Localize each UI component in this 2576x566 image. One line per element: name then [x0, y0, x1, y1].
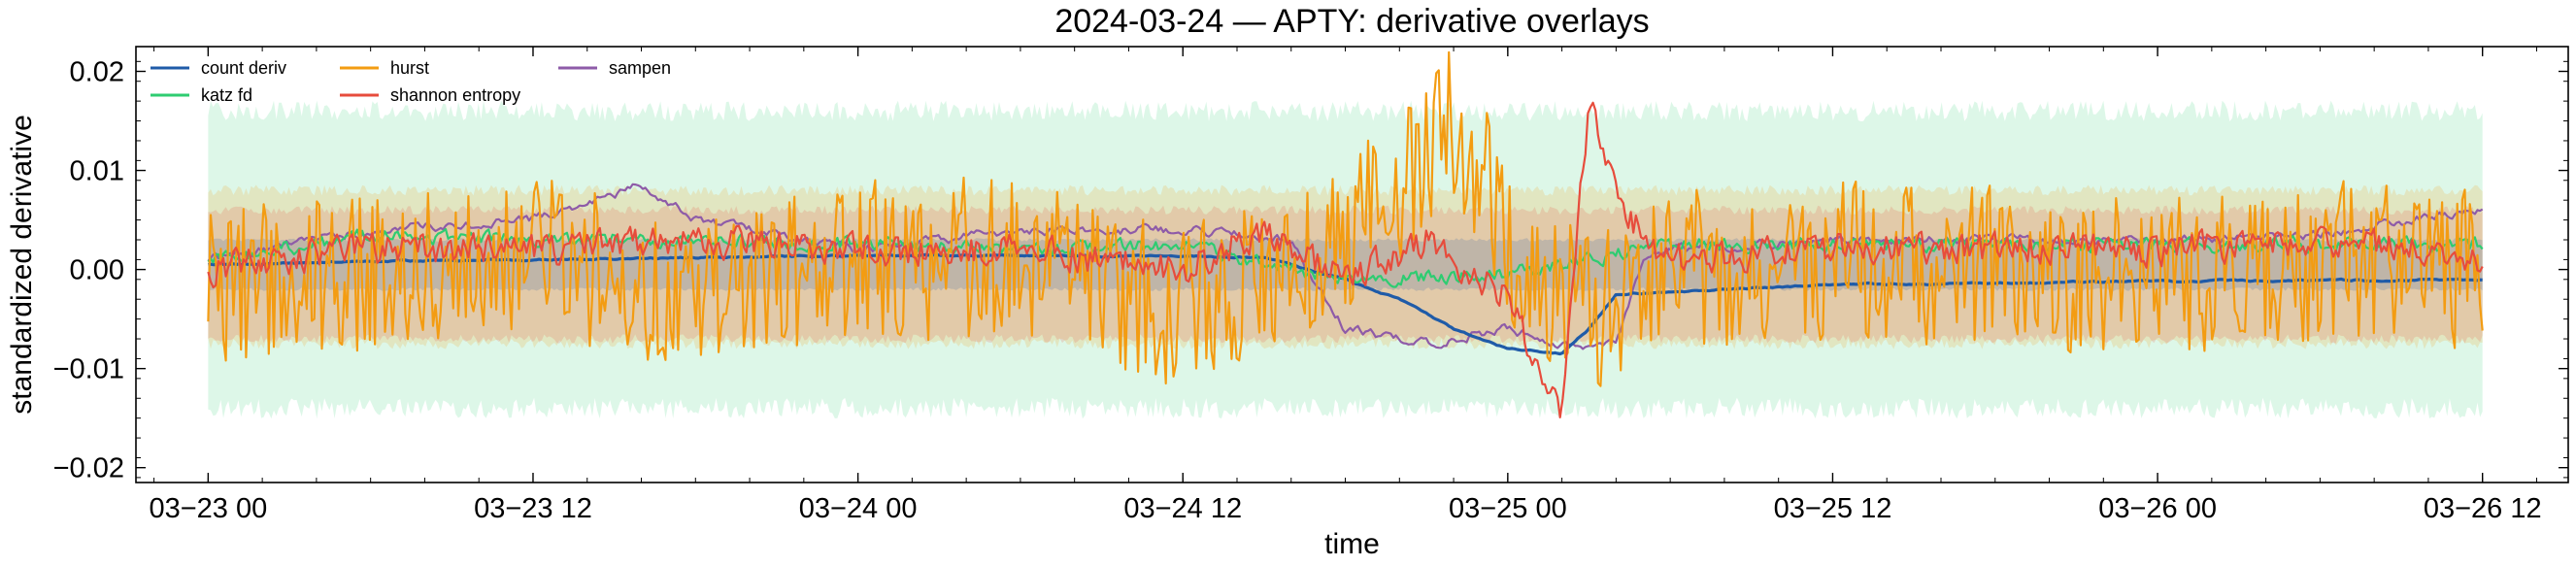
legend-label-sampen: sampen	[609, 58, 671, 78]
y-tick-label: 0.01	[70, 156, 124, 187]
legend-label-katz-fd: katz fd	[201, 85, 252, 105]
x-axis-label: time	[1324, 528, 1380, 560]
ticks-layer: 03−23 00 03−23 12 03−24 00 03−24 12 03−25 00…	[53, 47, 2568, 524]
y-tick-label: −0.01	[53, 354, 124, 385]
series-line-hurst	[207, 50, 2484, 387]
y-tick-label: 0.02	[70, 57, 124, 88]
series-line-shannon-entropy	[207, 101, 2484, 418]
legend: count deriv hurst sampen katz fd shannon ent…	[151, 58, 671, 105]
legend-label-hurst: hurst	[390, 58, 429, 78]
x-tick-label: 03−24 12	[1123, 493, 1242, 524]
x-tick-label: 03−26 00	[2098, 493, 2217, 524]
y-tick-label: 0.00	[70, 255, 124, 286]
x-tick-label: 03−25 12	[1774, 493, 1892, 524]
y-tick-label: −0.02	[53, 453, 124, 484]
series-line-sampen	[207, 183, 2484, 350]
y-axis-label: standardized derivative	[6, 115, 38, 415]
x-tick-label: 03−26 12	[2424, 493, 2542, 524]
x-tick-label: 03−24 00	[799, 493, 918, 524]
chart-title: 2024-03-24 — APTY: derivative overlays	[1054, 3, 1649, 40]
lines-layer	[207, 50, 2484, 418]
x-tick-label: 03−23 12	[474, 493, 592, 524]
legend-label-shannon-entropy: shannon entropy	[390, 85, 520, 105]
plot-frame	[135, 46, 2569, 483]
x-tick-label: 03−23 00	[149, 493, 267, 524]
x-tick-label: 03−25 00	[1449, 493, 1567, 524]
legend-label-count-deriv: count deriv	[201, 58, 286, 78]
